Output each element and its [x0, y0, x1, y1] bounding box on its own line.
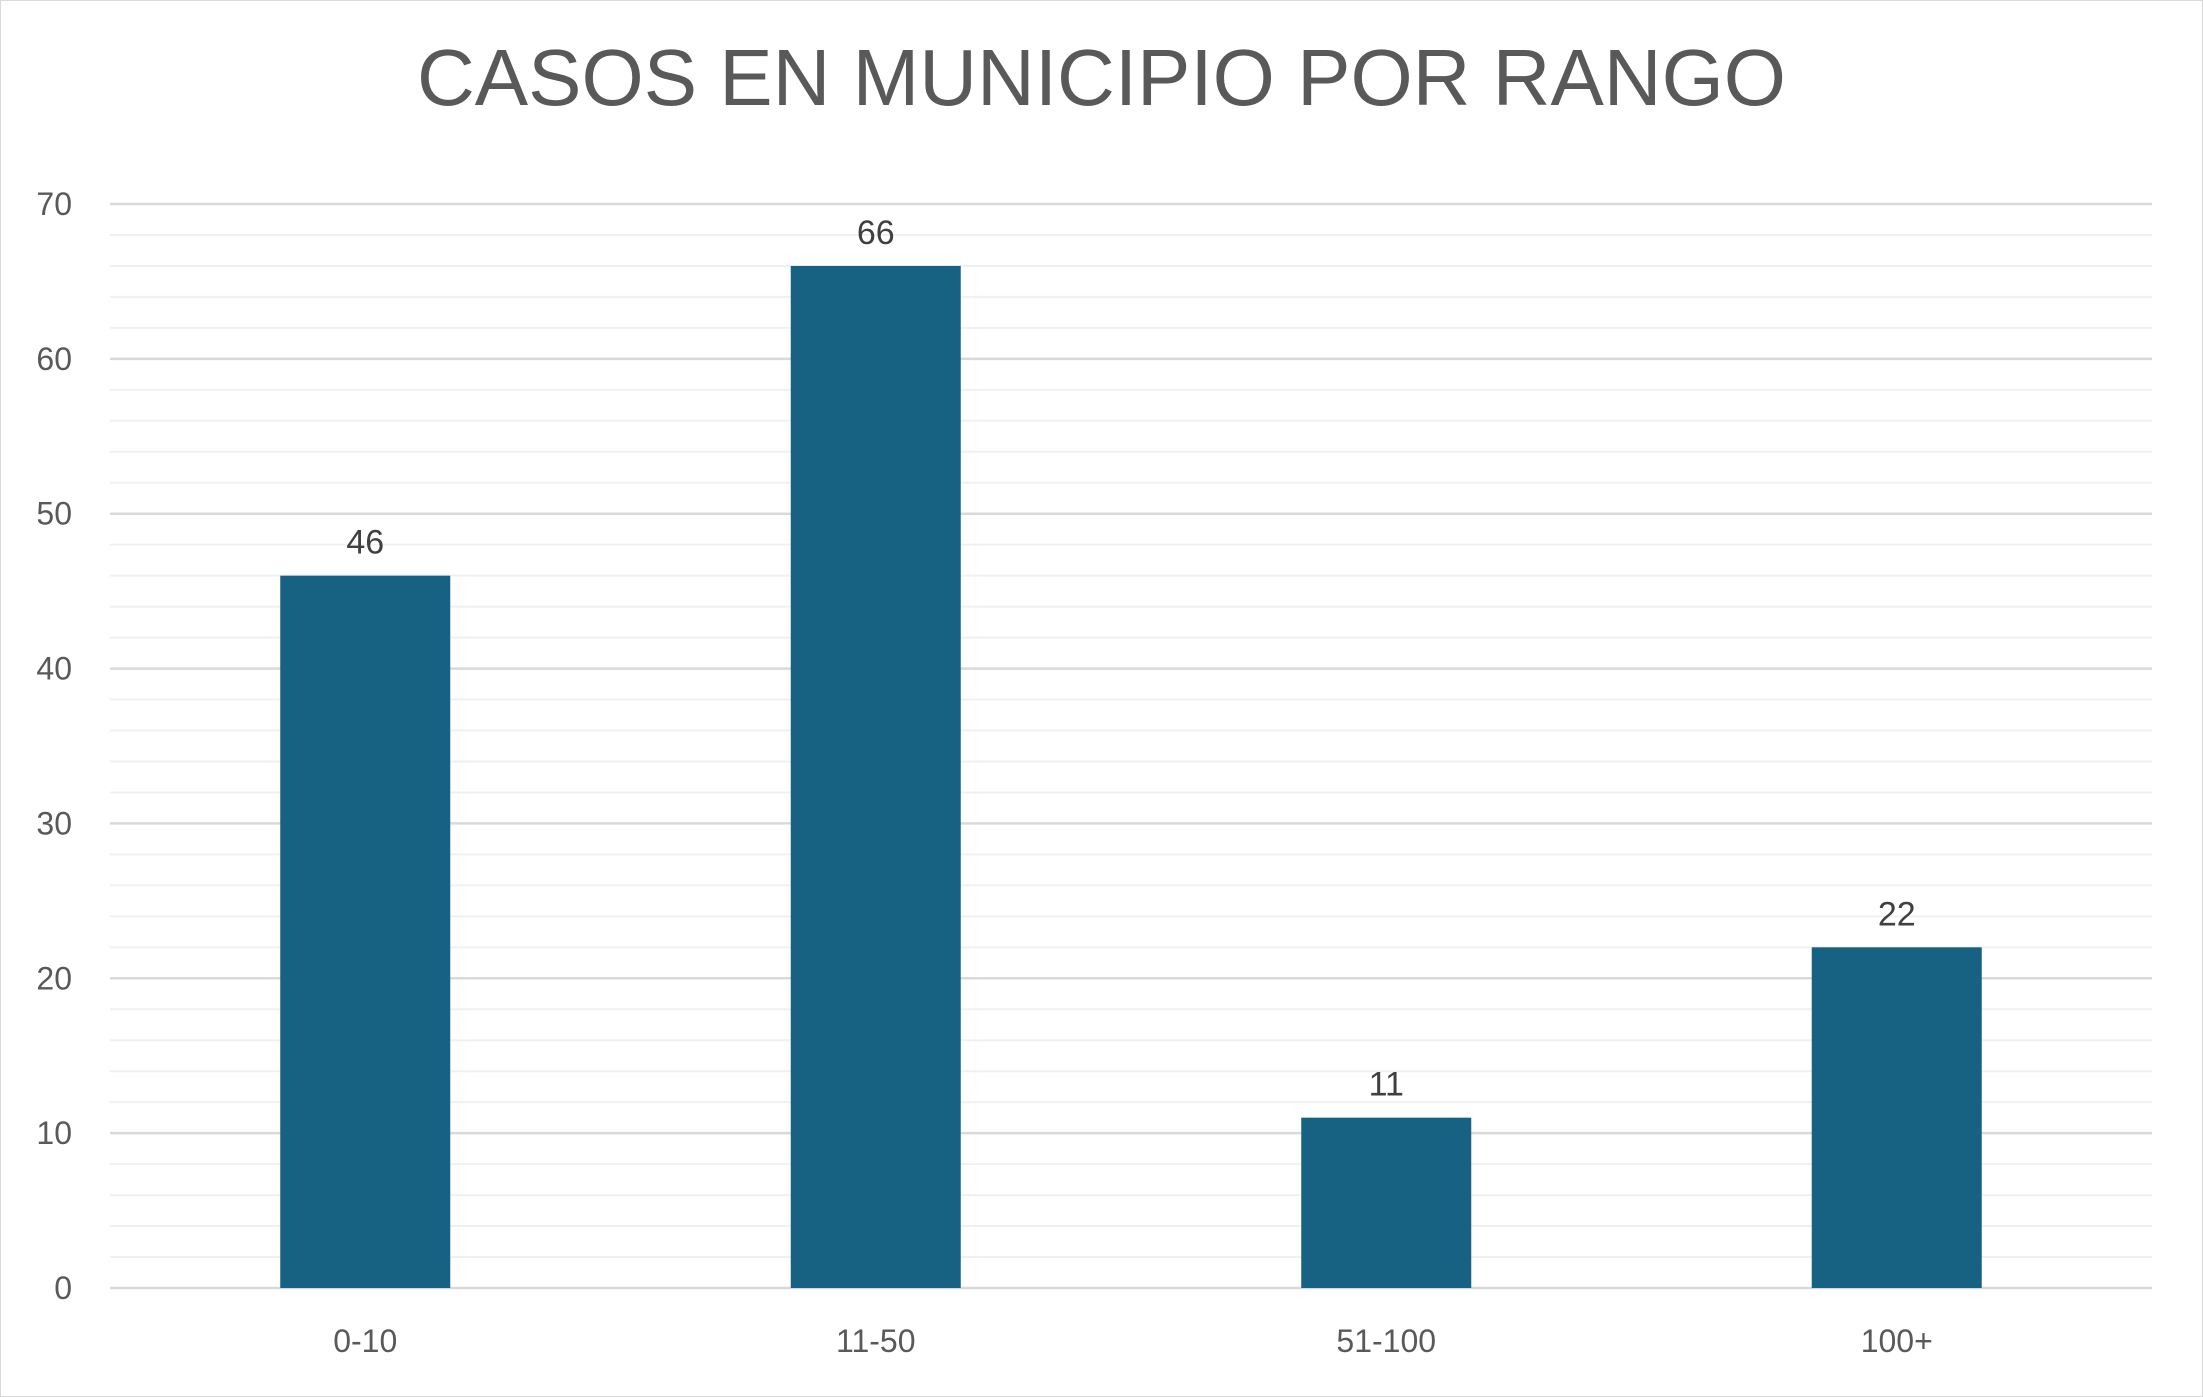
y-tick-label: 40 — [36, 651, 72, 687]
bar-100+ — [1811, 947, 1982, 1288]
x-axis: 0-10 11-50 51-100 100+ — [333, 1323, 1933, 1359]
chart-title: CASOS EN MUNICIPIO POR RANGO — [416, 33, 1787, 122]
data-label: 22 — [1878, 895, 1916, 933]
bar-51-100 — [1301, 1117, 1472, 1288]
bar-11-50 — [790, 265, 961, 1288]
y-tick-label: 20 — [36, 960, 72, 996]
x-tick-label: 100+ — [1861, 1323, 1933, 1359]
y-tick-label: 70 — [36, 186, 72, 222]
bar-0-10 — [280, 575, 451, 1288]
data-label: 11 — [1369, 1066, 1404, 1104]
bars — [280, 265, 1982, 1288]
data-label: 66 — [857, 214, 895, 252]
data-label: 46 — [346, 524, 384, 562]
y-tick-label: 60 — [36, 341, 72, 377]
y-tick-label: 10 — [36, 1115, 72, 1151]
x-tick-label: 51-100 — [1336, 1323, 1436, 1359]
y-axis: 0 10 20 30 40 50 60 70 — [36, 186, 72, 1306]
x-tick-label: 11-50 — [836, 1323, 915, 1359]
data-labels: 46 66 11 22 — [346, 214, 1915, 1104]
x-tick-label: 0-10 — [333, 1323, 397, 1359]
gridlines — [110, 202, 2152, 1290]
y-tick-label: 50 — [36, 496, 72, 532]
y-tick-label: 0 — [54, 1270, 72, 1306]
y-tick-label: 30 — [36, 805, 72, 841]
